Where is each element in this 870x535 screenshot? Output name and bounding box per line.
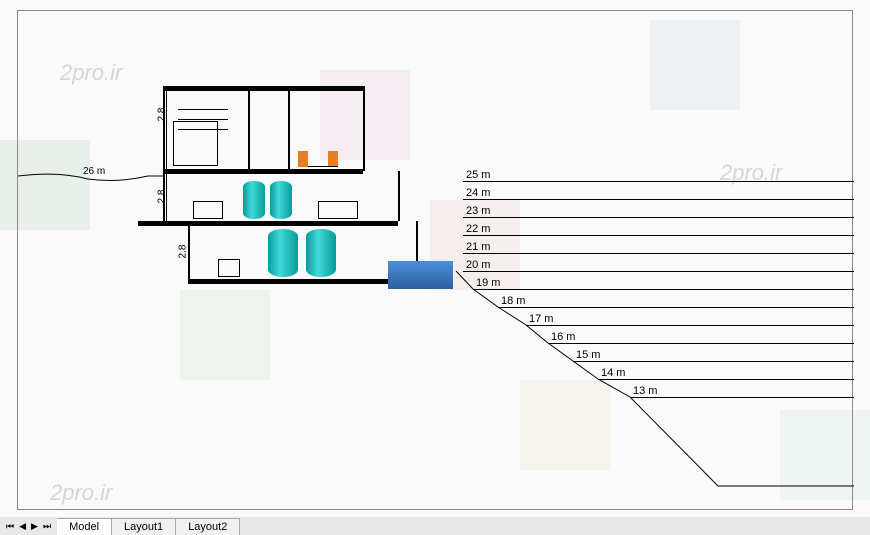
contour-label: 22 m <box>466 223 490 235</box>
floor-slab <box>188 279 418 284</box>
contour-label: 18 m <box>501 295 525 307</box>
contour-line <box>573 361 854 362</box>
contour-label: 23 m <box>466 205 490 217</box>
furniture-item <box>193 201 223 219</box>
wall <box>288 86 290 171</box>
tab-next-icon[interactable]: ▶ <box>29 521 40 532</box>
floor-slab <box>138 221 398 226</box>
contour-line <box>463 235 854 236</box>
tab-model[interactable]: Model <box>57 518 112 535</box>
wall <box>398 171 400 221</box>
floor-height-label: 2.8 <box>177 245 188 259</box>
contour-line <box>463 271 854 272</box>
interior-line <box>178 119 228 120</box>
contour-label: 25 m <box>466 169 490 181</box>
furniture-item <box>318 201 358 219</box>
wall <box>248 86 250 171</box>
drawing-viewport: 25 m 24 m 23 m 22 m 21 m 20 m 19 m18 m 17 m 16 m… <box>17 10 853 510</box>
contour-line <box>463 253 854 254</box>
ground-elevation-label: 26 m <box>83 166 105 177</box>
floor-slab <box>163 169 363 174</box>
interior-line <box>308 166 338 167</box>
cylinder-tank <box>268 229 298 277</box>
cylinder-tank <box>270 181 292 219</box>
tab-first-icon[interactable]: ⏮ <box>4 521 16 532</box>
tab-prev-icon[interactable]: ◀ <box>17 521 28 532</box>
contour-label: 24 m <box>466 187 490 199</box>
wall <box>363 86 365 171</box>
contour-label: 21 m <box>466 241 490 253</box>
tab-last-icon[interactable]: ⏭ <box>41 521 53 532</box>
furniture-item <box>218 259 240 277</box>
cylinder-tank <box>243 181 265 219</box>
interior-line <box>178 109 228 110</box>
floor-slab <box>163 86 363 91</box>
contour-label: 16 m <box>551 331 575 343</box>
pool <box>388 261 453 289</box>
interior-line <box>178 129 228 130</box>
contour-line <box>630 397 854 398</box>
wall <box>188 221 190 281</box>
furniture-item <box>173 121 218 166</box>
contour-label: 13 m <box>633 385 657 397</box>
contour-label: 14 m <box>601 367 625 379</box>
chair <box>298 151 308 167</box>
contour-line <box>473 289 854 290</box>
contour-line <box>548 343 854 344</box>
contour-line <box>498 307 854 308</box>
contour-line <box>598 379 854 380</box>
contour-line <box>526 325 854 326</box>
contour-line <box>463 217 854 218</box>
tab-nav: ⏮ ◀ ▶ ⏭ <box>0 521 57 532</box>
wall <box>163 86 165 221</box>
contour-label: 19 m <box>476 277 500 289</box>
chair <box>328 151 338 167</box>
contour-label: 20 m <box>466 259 490 271</box>
tab-layout2[interactable]: Layout2 <box>176 518 240 535</box>
dim-line-vertical <box>166 89 167 224</box>
layout-tabs: ⏮ ◀ ▶ ⏭ ModelLayout1Layout2 <box>0 517 870 535</box>
contour-line <box>463 181 854 182</box>
contour-line <box>463 199 854 200</box>
contour-label: 15 m <box>576 349 600 361</box>
cylinder-tank <box>306 229 336 277</box>
contour-label: 17 m <box>529 313 553 325</box>
tab-layout1[interactable]: Layout1 <box>112 518 176 535</box>
